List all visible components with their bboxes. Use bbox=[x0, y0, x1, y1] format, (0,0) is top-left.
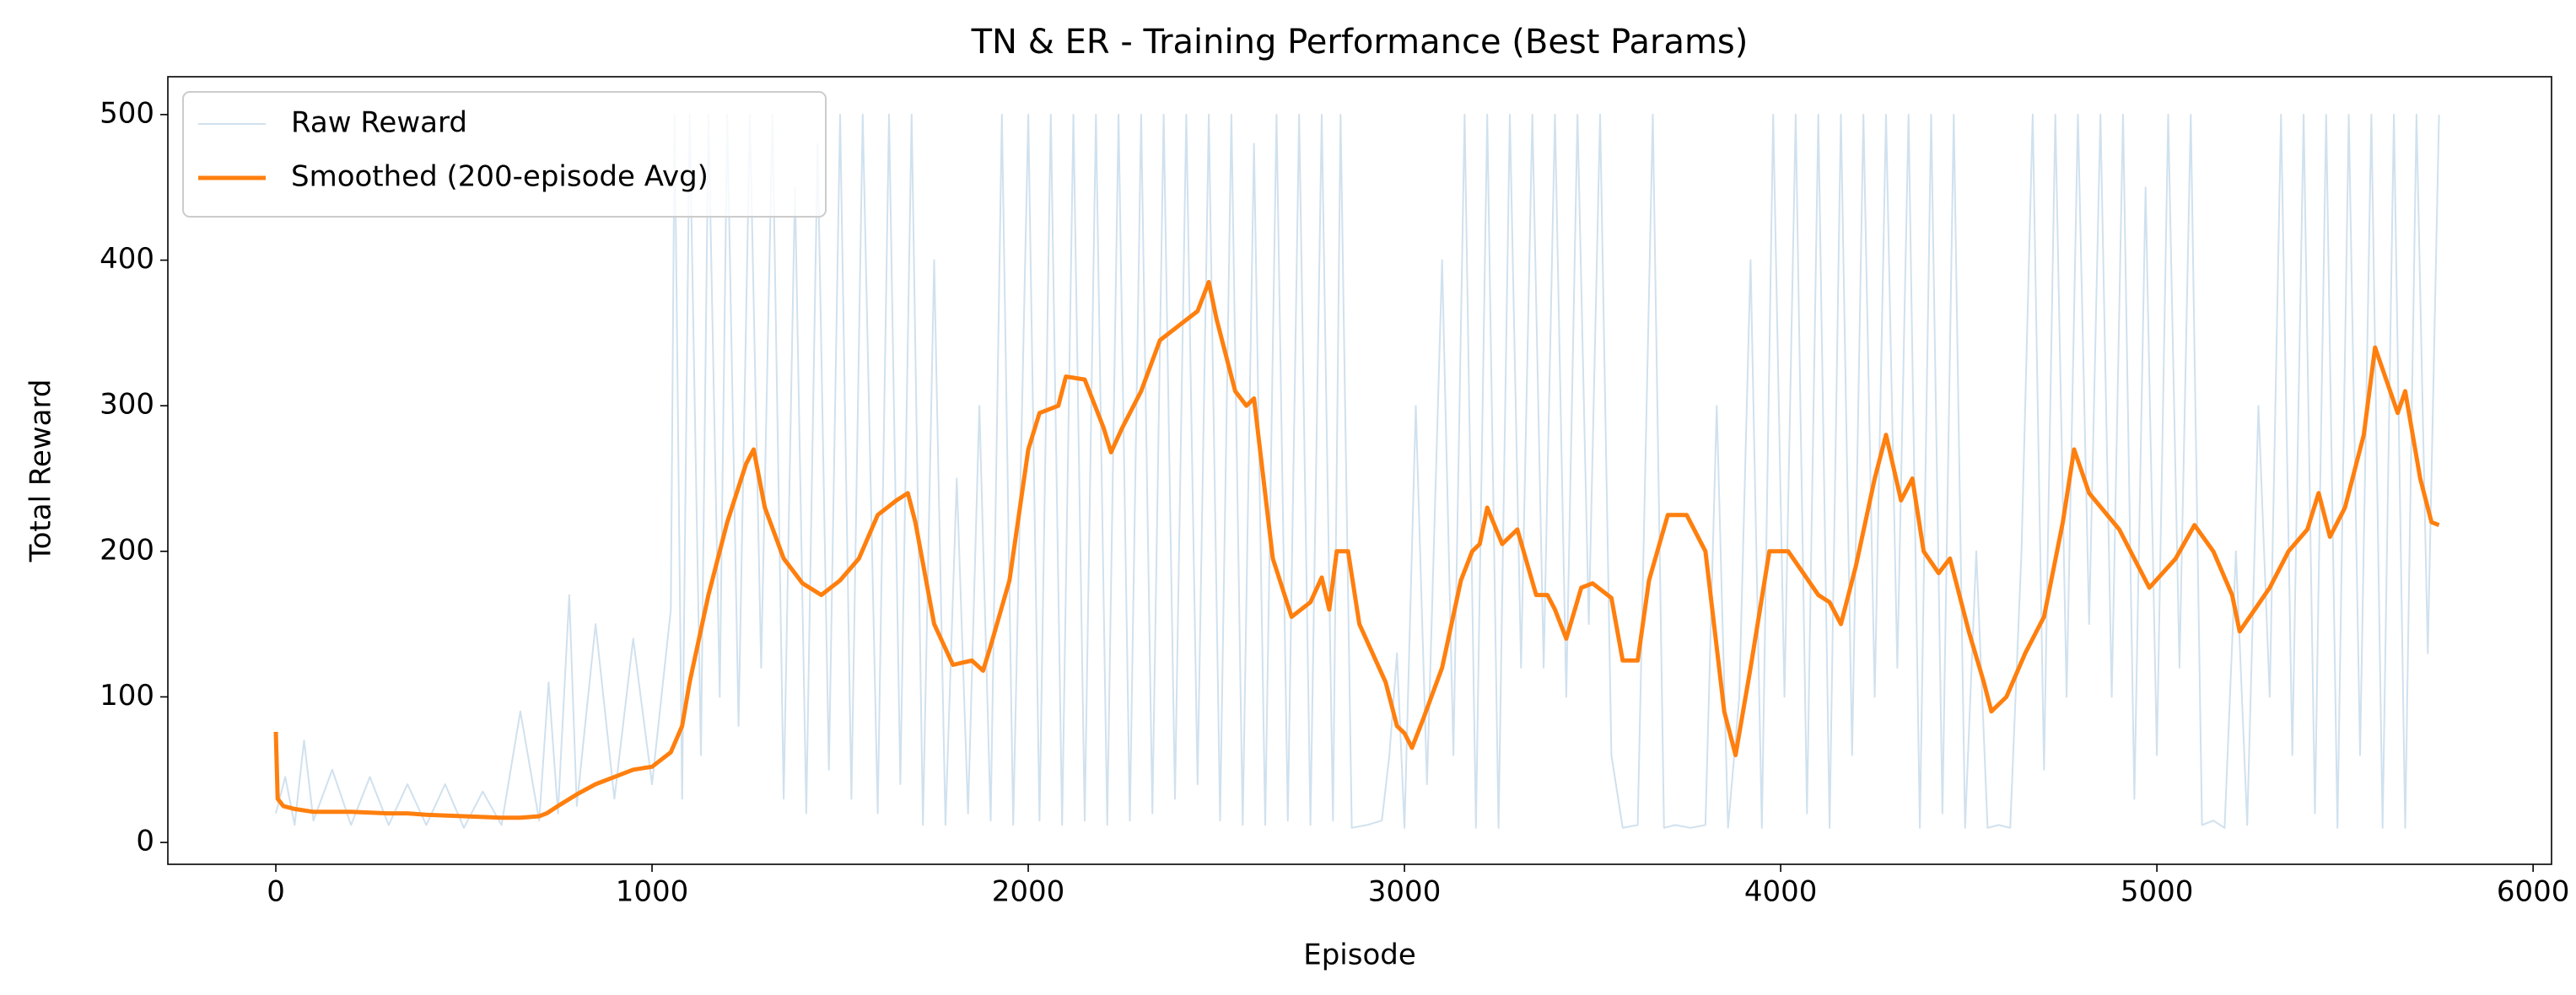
legend-label: Raw Reward bbox=[291, 106, 467, 140]
legend-box bbox=[182, 91, 827, 218]
y-tick-label: 100 bbox=[100, 679, 154, 713]
legend-label: Smoothed (200-episode Avg) bbox=[291, 160, 709, 194]
series-line bbox=[273, 279, 2440, 820]
x-tick-label: 4000 bbox=[1744, 875, 1818, 909]
y-tick-label: 0 bbox=[136, 825, 154, 858]
y-tick-label: 300 bbox=[100, 388, 154, 422]
y-tick-label: 400 bbox=[100, 242, 154, 276]
x-axis-label: Episode bbox=[1303, 939, 1416, 972]
x-tick-label: 1000 bbox=[616, 875, 689, 909]
series-line bbox=[275, 113, 2440, 829]
plot-frame bbox=[167, 76, 2552, 865]
y-tick-label: 500 bbox=[100, 96, 154, 130]
x-tick-label: 3000 bbox=[1368, 875, 1442, 909]
x-tick-label: 5000 bbox=[2121, 875, 2194, 909]
chart-title: TN & ER - Training Performance (Best Par… bbox=[971, 23, 1749, 62]
y-tick-label: 200 bbox=[100, 533, 154, 567]
x-tick-label: 0 bbox=[267, 875, 285, 909]
x-tick-label: 6000 bbox=[2497, 875, 2570, 909]
y-axis-label: Total Reward bbox=[24, 379, 58, 563]
x-tick-label: 2000 bbox=[992, 875, 1065, 909]
